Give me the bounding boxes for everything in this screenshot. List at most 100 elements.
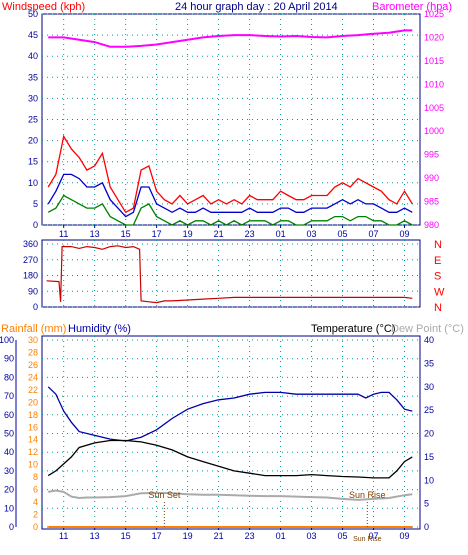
y-tick-label-temperature: 25 — [424, 405, 434, 415]
thermo-panel-frame — [41, 335, 421, 530]
y-tick-label-windspeed: 10 — [28, 178, 38, 188]
windspeed-header: Windspeed (kph) — [2, 1, 85, 13]
wind-panel-frame — [41, 13, 421, 226]
x-tick-label: 05 — [338, 229, 348, 239]
y-tick-label-humidity: 70 — [4, 391, 14, 401]
x-tick-label: 21 — [214, 229, 224, 239]
x-tick-label: 21 — [214, 531, 224, 541]
compass-label: W — [434, 286, 445, 298]
y-tick-label-windspeed: 40 — [28, 51, 38, 61]
y-tick-label-barometer: 1000 — [424, 126, 444, 136]
x-tick-label: 17 — [152, 531, 162, 541]
y-tick-label-barometer: 995 — [424, 150, 439, 160]
x-tick-label: 23 — [245, 531, 255, 541]
wind-avg-line — [47, 173, 413, 218]
compass-label: S — [434, 271, 441, 283]
y-tick-label-humidity: 20 — [4, 485, 14, 495]
x-tick-label: 03 — [307, 531, 317, 541]
temperature-line — [47, 439, 413, 479]
y-tick-label-barometer: 1025 — [424, 9, 444, 19]
compass-label: E — [434, 255, 441, 267]
x-tick-label: 19 — [183, 531, 193, 541]
y-tick-label-rainfall: 28 — [28, 347, 38, 357]
y-tick-label-windspeed: 15 — [28, 157, 38, 167]
y-tick-label-temperature: 10 — [424, 475, 434, 485]
compass-label: N — [434, 302, 442, 314]
y-tick-label-rainfall: 18 — [28, 410, 38, 420]
y-tick-label-windspeed: 5 — [33, 199, 38, 209]
x-tick-label: 01 — [276, 229, 286, 239]
y-tick-label-direction: 270 — [23, 255, 38, 265]
y-tick-label-temperature: 30 — [424, 382, 434, 392]
rainfall-header: Rainfall (mm) — [1, 323, 66, 335]
y-tick-label-temperature: 40 — [424, 335, 434, 345]
y-tick-label-rainfall: 22 — [28, 385, 38, 395]
y-tick-label-rainfall: 4 — [33, 497, 38, 507]
y-tick-label-windspeed: 50 — [28, 9, 38, 19]
x-tick-label: 07 — [369, 229, 379, 239]
y-tick-label-windspeed: 35 — [28, 72, 38, 82]
y-tick-label-windspeed: 30 — [28, 93, 38, 103]
wind-direction-line — [46, 245, 413, 304]
y-tick-label-humidity: 50 — [4, 429, 14, 439]
y-tick-label-rainfall: 0 — [33, 522, 38, 532]
y-tick-label-barometer: 1015 — [424, 56, 444, 66]
y-tick-label-temperature: 15 — [424, 452, 434, 462]
x-tick-label: 01 — [276, 531, 286, 541]
y-tick-label-rainfall: 14 — [28, 435, 38, 445]
y-tick-label-barometer: 990 — [424, 173, 439, 183]
x-tick-label: 13 — [90, 229, 100, 239]
direction-panel-frame — [41, 239, 421, 308]
y-tick-label-humidity: 80 — [4, 372, 14, 382]
y-tick-label-temperature: 20 — [424, 429, 434, 439]
sunrise-annotation: Sun Rise — [349, 490, 386, 500]
y-tick-label-rainfall: 6 — [33, 485, 38, 495]
y-tick-label-rainfall: 26 — [28, 360, 38, 370]
x-tick-label: 15 — [121, 229, 131, 239]
y-tick-label-rainfall: 8 — [33, 472, 38, 482]
temperature-header: Temperature (°C) — [311, 323, 395, 335]
y-tick-label-windspeed: 0 — [33, 220, 38, 230]
y-tick-label-rainfall: 30 — [28, 335, 38, 345]
x-tick-label: 23 — [245, 229, 255, 239]
y-tick-label-humidity: 100 — [0, 335, 14, 345]
sunrise-axis-annotation: Sun Rise — [353, 536, 382, 543]
wind-low-line — [47, 194, 413, 226]
y-tick-label-rainfall: 12 — [28, 447, 38, 457]
y-tick-label-humidity: 0 — [9, 522, 14, 532]
y-tick-label-rainfall: 2 — [33, 510, 38, 520]
sunset-annotation: Sun Set — [148, 490, 181, 500]
y-tick-label-windspeed: 20 — [28, 136, 38, 146]
y-tick-label-rainfall: 10 — [28, 460, 38, 470]
y-tick-label-barometer: 1010 — [424, 79, 444, 89]
y-tick-label-temperature: 5 — [424, 499, 429, 509]
x-tick-label: 13 — [90, 531, 100, 541]
x-tick-label: 11 — [59, 229, 68, 239]
y-tick-label-humidity: 10 — [4, 503, 14, 513]
x-tick-label: 11 — [59, 531, 68, 541]
x-tick-label: 15 — [121, 531, 131, 541]
graph-title: 24 hour graph day : 20 April 2014 — [175, 1, 338, 13]
y-tick-label-windspeed: 25 — [28, 115, 38, 125]
y-tick-label-humidity: 90 — [4, 354, 14, 364]
barometer-line — [48, 29, 413, 48]
dewpoint-line — [48, 489, 413, 501]
y-tick-label-humidity: 40 — [4, 447, 14, 457]
y-tick-label-direction: 90 — [28, 286, 38, 296]
y-tick-label-barometer: 980 — [424, 220, 439, 230]
y-tick-label-rainfall: 24 — [28, 372, 38, 382]
windspeed-line — [47, 134, 413, 214]
dewpoint-header: Dew Point (°C) — [391, 323, 464, 335]
x-tick-label: 09 — [400, 531, 410, 541]
y-tick-label-rainfall: 16 — [28, 422, 38, 432]
y-tick-label-windspeed: 45 — [28, 30, 38, 40]
humidity-header: Humidity (%) — [68, 323, 131, 335]
x-tick-label: 07 — [369, 531, 379, 541]
x-tick-label: 03 — [307, 229, 317, 239]
compass-label: N — [434, 239, 442, 251]
x-tick-label: 19 — [183, 229, 193, 239]
y-tick-label-humidity: 60 — [4, 410, 14, 420]
y-tick-label-barometer: 985 — [424, 197, 439, 207]
y-tick-label-direction: 360 — [23, 239, 38, 249]
